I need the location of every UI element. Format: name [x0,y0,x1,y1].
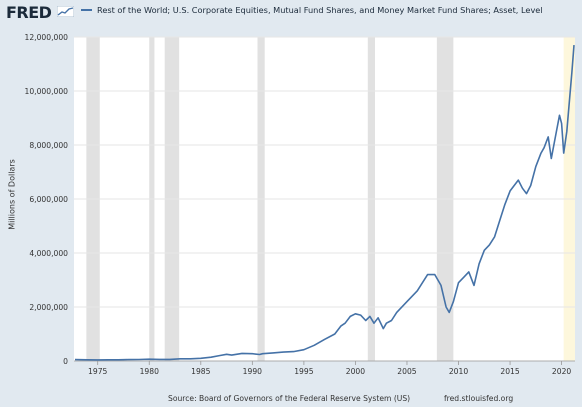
x-tick-label: 2010 [449,367,468,376]
y-tick-label: 10,000,000 [25,87,69,96]
x-tick-label: 1975 [88,367,107,376]
x-tick-label: 2005 [397,367,416,376]
x-tick-label: 1985 [191,367,210,376]
fred-logo-chart-icon [57,6,74,17]
x-tick-label: 2000 [346,367,365,376]
series-line [74,45,575,361]
source-note: Source: Board of Governors of the Federa… [168,394,411,403]
y-tick-label: 12,000,000 [25,33,69,42]
x-tick-label: 1995 [294,367,313,376]
y-tick-label: 8,000,000 [29,141,68,150]
fred-url[interactable]: fred.stlouisfed.org [444,394,514,403]
y-tick-label: 0 [63,357,68,366]
y-tick-label: 6,000,000 [29,195,68,204]
legend-line-swatch [81,9,92,11]
x-tick-label: 1980 [140,367,159,376]
x-tick-label: 1990 [243,367,262,376]
y-tick-label: 2,000,000 [29,303,68,312]
x-tick-label: 2015 [500,367,519,376]
fred-logo[interactable]: FRED [6,3,52,22]
x-tick-label: 2020 [552,367,571,376]
y-tick-label: 4,000,000 [29,249,68,258]
legend-series-label: Rest of the World; U.S. Corporate Equiti… [97,5,543,15]
